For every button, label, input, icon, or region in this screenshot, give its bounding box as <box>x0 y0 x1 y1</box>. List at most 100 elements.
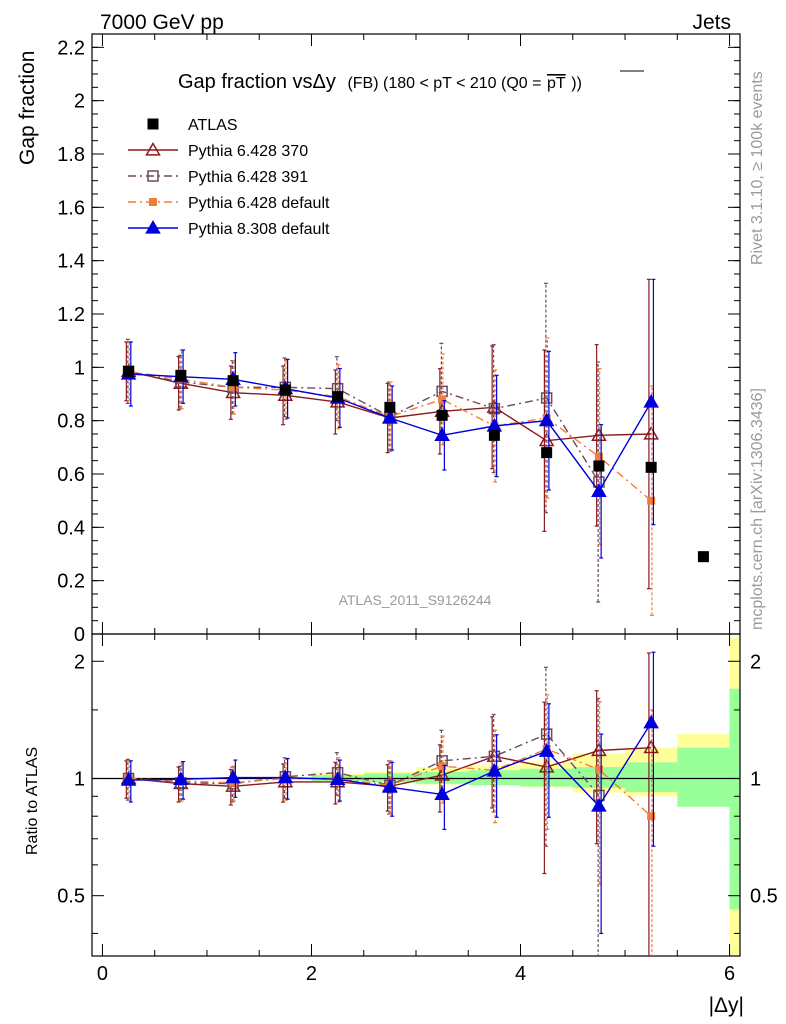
data-point <box>486 399 503 413</box>
series-pythia-6-428-370 <box>120 652 659 956</box>
data-point <box>540 392 553 404</box>
main-y-tick-label: 0.2 <box>57 571 85 593</box>
data-point <box>647 812 656 821</box>
data-point <box>486 763 503 777</box>
data-point <box>643 393 659 408</box>
data-point <box>540 728 553 740</box>
stat-band <box>468 770 521 786</box>
category-label: Jets <box>692 11 731 34</box>
title-sub: (FB) (180 < pT < 210 (Q0 = <box>347 75 541 92</box>
stat-band <box>572 767 626 788</box>
data-point <box>229 383 238 392</box>
data-point <box>434 767 450 781</box>
data-point <box>434 427 450 441</box>
stat-band <box>729 688 740 910</box>
main-y-tick-label: 1.4 <box>57 251 85 273</box>
ratio-y-tick-label-right: 0.5 <box>750 886 778 908</box>
legend-entry: Pythia 8.308 default <box>128 219 330 238</box>
legend-label: ATLAS <box>188 117 238 134</box>
stat-band <box>677 747 730 807</box>
series-line <box>128 370 652 502</box>
main-y-tick-label: 0 <box>74 624 85 646</box>
legend-label: Pythia 6.428 default <box>188 195 330 212</box>
x-tick-label: 0 <box>97 963 108 985</box>
data-point <box>591 483 607 497</box>
data-point <box>279 384 291 396</box>
main-y-tick-label: 1.8 <box>57 144 85 166</box>
series-pythia-6-428-default <box>124 337 656 616</box>
legend-marker <box>149 198 157 206</box>
data-point <box>175 369 187 381</box>
data-point <box>277 769 294 784</box>
series-line <box>128 733 600 796</box>
data-point <box>643 739 659 754</box>
legend-entry: Pythia 6.428 370 <box>128 141 308 160</box>
data-point <box>594 452 603 461</box>
legend: ATLAS Pythia 6.428 370 Pythia 6.428 391 Pyt… <box>128 117 330 238</box>
x-tick-label: 2 <box>306 963 317 985</box>
x-axis-label: |Δy| <box>709 994 744 1017</box>
mcplots-label: mcplots.cern.ch [arXiv:1306.3436] <box>749 388 766 630</box>
ratio-y-tick-label: 2 <box>74 651 85 673</box>
legend-entry: Pythia 6.428 default <box>128 195 330 212</box>
legend-label: Pythia 6.428 391 <box>188 169 308 186</box>
data-point <box>434 786 450 801</box>
main-y-tick-label: 2 <box>74 91 85 113</box>
legend-marker <box>145 141 161 156</box>
chart-title: Gap fraction vsΔy (FB) (180 < pT < 210 (… <box>178 71 582 93</box>
data-point <box>120 772 137 786</box>
data-point <box>647 496 656 505</box>
rivet-label: Rivet 3.1.10, ≥ 100k events <box>749 71 766 265</box>
title-overline: pT <box>547 75 566 92</box>
stat-band <box>520 768 573 787</box>
data-point <box>538 432 555 447</box>
data-point <box>123 365 135 377</box>
legend-marker <box>147 170 159 182</box>
series-pythia-6-428-default <box>124 694 656 956</box>
x-tick-label: 6 <box>724 963 735 985</box>
legend-label: Pythia 6.428 370 <box>188 143 308 160</box>
legend-marker <box>145 219 161 234</box>
data-point <box>697 551 709 563</box>
data-point <box>591 427 607 441</box>
main-y-label: Gap fraction <box>16 51 39 165</box>
stat-band <box>625 762 678 793</box>
main-y-tick-label: 1 <box>74 357 85 379</box>
ratio-bands <box>311 637 740 956</box>
energy-label: 7000 GeV pp <box>100 11 224 34</box>
data-point <box>382 779 398 793</box>
legend-marker <box>147 118 159 130</box>
series-line <box>128 373 652 493</box>
main-y-tick-label: 0.6 <box>57 464 85 486</box>
legend-label: Pythia 8.308 default <box>188 221 330 238</box>
series-line <box>128 748 652 817</box>
series-pythia-6-428-370 <box>120 278 659 590</box>
main-y-tick-label: 1.6 <box>57 197 85 219</box>
data-point <box>643 714 659 729</box>
data-point <box>591 797 607 812</box>
title-main: Gap fraction vsΔy <box>178 71 336 93</box>
main-panel: 0 0.2 0.4 0.6 0.8 1 1.2 1.4 1.6 1.8 2 2.2 <box>57 33 741 646</box>
data-point <box>488 429 500 441</box>
main-y-tick-label: 0.4 <box>57 517 85 539</box>
data-point <box>538 743 555 757</box>
data-point <box>384 401 396 413</box>
series-pythia-6-428-391 <box>122 666 605 956</box>
series-pythia-8-308-default <box>120 278 659 559</box>
ratio-y-label: Ratio to ATLAS <box>24 747 41 855</box>
data-point <box>594 765 603 774</box>
ratio-panel: 0 2 4 6 0.5 0.5 1 1 2 2 <box>57 633 778 985</box>
data-point <box>332 391 344 403</box>
data-point <box>488 750 501 763</box>
series-atlas <box>123 365 709 563</box>
data-point <box>645 461 657 473</box>
legend-entry: Pythia 6.428 391 <box>128 169 308 186</box>
x-tick-label: 4 <box>515 963 526 985</box>
legend-entry: ATLAS <box>147 117 238 134</box>
data-point <box>591 742 607 757</box>
data-point <box>329 771 346 785</box>
data-point <box>438 762 447 771</box>
series-pythia-6-428-391 <box>122 282 605 603</box>
series-pythia-8-308-default <box>120 651 659 935</box>
